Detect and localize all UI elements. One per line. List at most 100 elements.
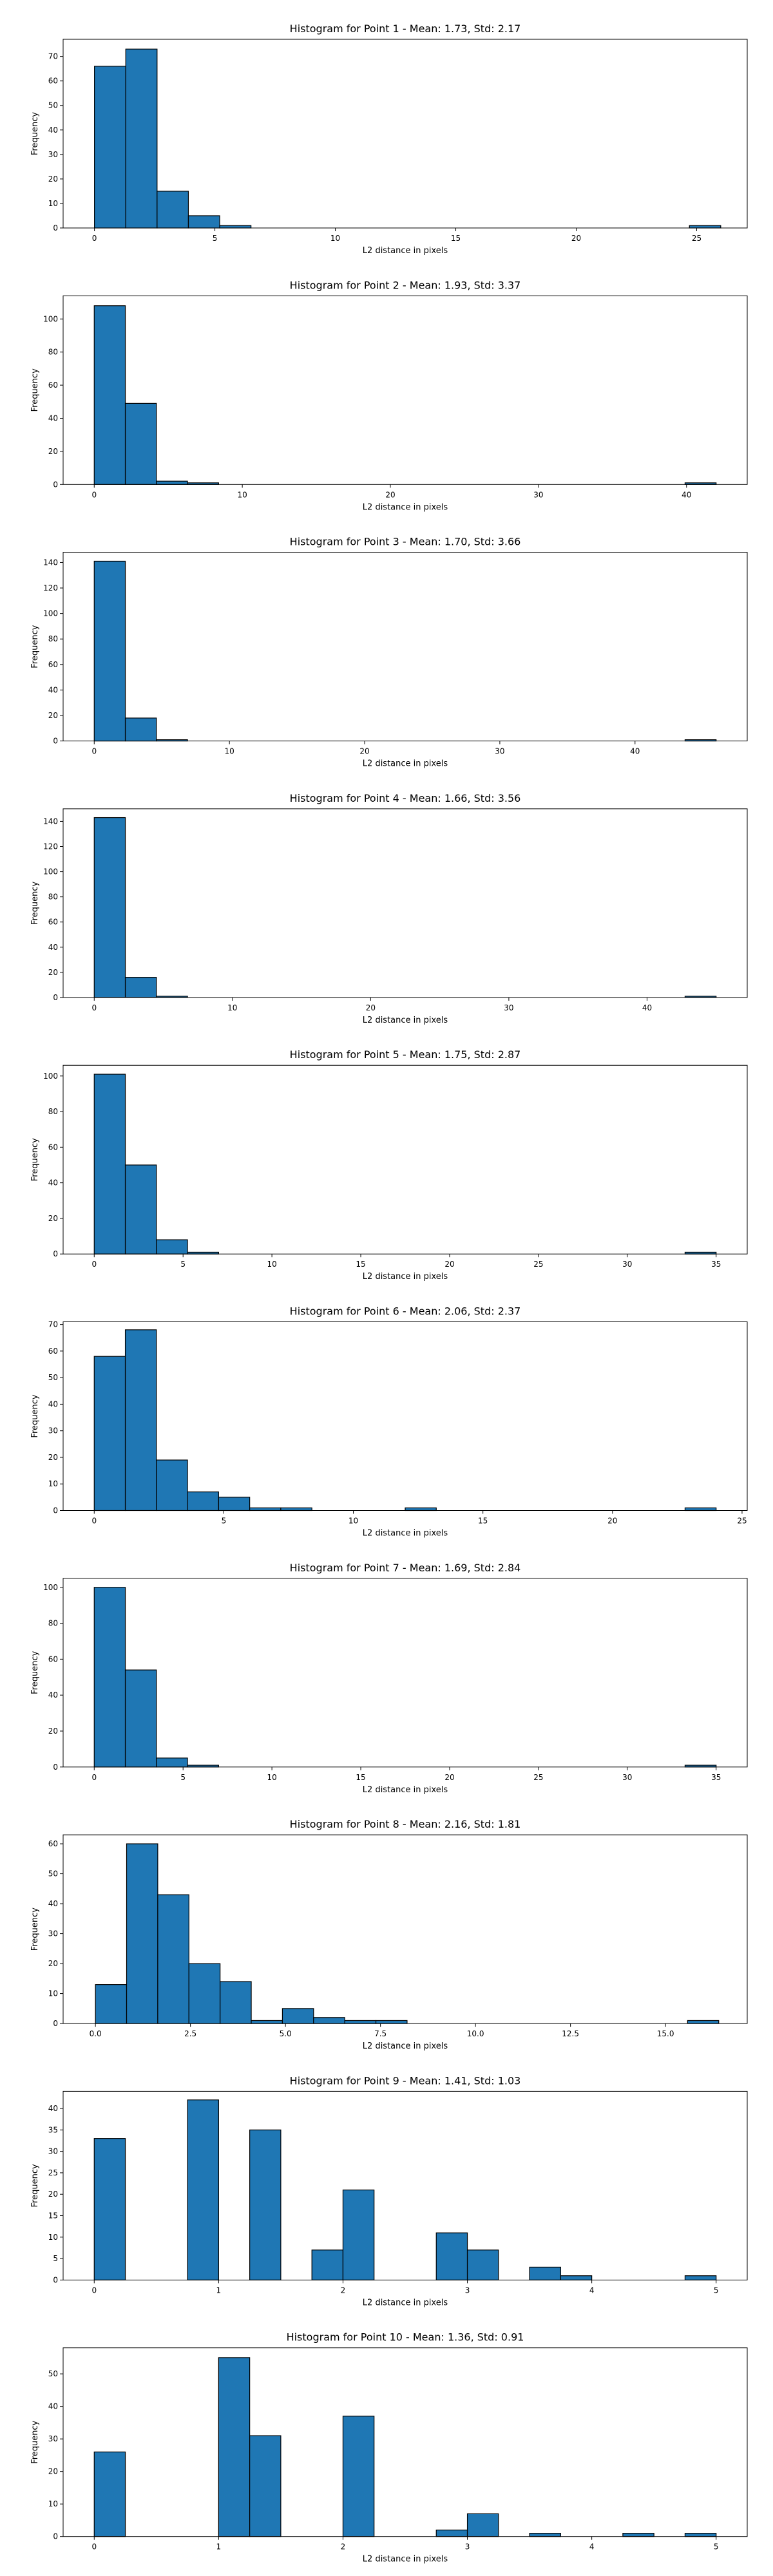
y-tick-label: 40	[48, 685, 58, 694]
y-tick-label: 10	[48, 2233, 58, 2242]
y-tick-label: 40	[48, 1899, 58, 1908]
y-tick-label: 80	[48, 1619, 58, 1628]
x-tick-label: 0	[91, 1003, 97, 1012]
histogram-bar	[156, 480, 188, 485]
x-tick-label: 40	[642, 1003, 652, 1012]
x-tick-label: 5	[222, 1517, 227, 1526]
y-tick-label: 70	[48, 1320, 58, 1329]
chart-title: Histogram for Point 8 - Mean: 2.16, Std:…	[290, 1818, 521, 1830]
chart-title: Histogram for Point 1 - Mean: 1.73, Std:…	[290, 23, 521, 35]
histogram-bar	[249, 2129, 282, 2281]
y-axis-label: Frequency	[30, 368, 40, 412]
x-axis-label: L2 distance in pixels	[363, 1272, 448, 1282]
y-tick-label: 60	[48, 77, 58, 86]
histogram-bar	[435, 2530, 468, 2537]
y-tick-label: 80	[48, 1107, 58, 1116]
y-axis-label: Frequency	[30, 2164, 40, 2207]
y-tick-label: 100	[43, 609, 58, 618]
x-tick-label: 0	[91, 1260, 97, 1269]
histogram-bar	[220, 1981, 252, 2024]
histogram-bar	[156, 1757, 188, 1768]
x-tick-label: 12.5	[562, 2029, 579, 2038]
histogram-bar	[156, 1239, 188, 1255]
histogram-panel-3: Histogram for Point 3 - Mean: 1.70, Std:…	[30, 536, 748, 769]
y-tick-label: 10	[48, 1479, 58, 1488]
y-axis-label: Frequency	[30, 1138, 40, 1181]
x-tick-label: 20	[607, 1517, 617, 1526]
x-tick-label: 15	[478, 1517, 488, 1526]
histogram-bar	[344, 2020, 377, 2024]
y-axis-label: Frequency	[30, 112, 40, 155]
histogram-panel-8: Histogram for Point 8 - Mean: 2.16, Std:…	[30, 1818, 748, 2051]
y-tick-label: 20	[48, 1727, 58, 1736]
y-tick-label: 0	[53, 993, 58, 1002]
histogram-bar	[684, 2275, 717, 2280]
x-tick-label: 5	[180, 1773, 186, 1782]
y-tick-label: 25	[48, 2168, 58, 2177]
histogram-bar	[219, 225, 252, 229]
x-tick-label: 15.0	[657, 2029, 674, 2038]
histogram-bar	[93, 817, 126, 998]
x-axis-label: L2 distance in pixels	[363, 246, 448, 256]
x-tick-label: 25	[533, 1260, 543, 1269]
histogram-bar	[187, 2099, 219, 2280]
x-tick-label: 40	[682, 490, 691, 499]
y-tick-label: 30	[48, 150, 58, 159]
histogram-bar	[529, 2533, 561, 2537]
x-axis-label: L2 distance in pixels	[363, 759, 448, 769]
chart-title: Histogram for Point 7 - Mean: 1.69, Std:…	[290, 1562, 521, 1574]
y-tick-label: 10	[48, 199, 58, 208]
y-tick-label: 20	[48, 2467, 58, 2476]
x-tick-label: 3	[465, 2286, 470, 2295]
histogram-bar	[218, 1497, 251, 1511]
y-tick-label: 60	[48, 381, 58, 390]
y-tick-label: 20	[48, 447, 58, 456]
y-tick-label: 0	[53, 1763, 58, 1772]
y-tick-label: 60	[48, 918, 58, 927]
x-axis-label: L2 distance in pixels	[363, 1016, 448, 1025]
x-tick-label: 15	[356, 1773, 365, 1782]
y-tick-label: 40	[48, 126, 58, 135]
histogram-bar	[684, 1507, 717, 1511]
plot-frame	[62, 1834, 748, 2024]
y-tick-label: 80	[48, 348, 58, 357]
plot-frame	[62, 2347, 748, 2537]
y-axis-label: Frequency	[30, 625, 40, 668]
y-tick-label: 80	[48, 634, 58, 643]
y-tick-label: 0	[53, 2019, 58, 2028]
y-tick-label: 50	[48, 2369, 58, 2378]
x-tick-label: 5	[213, 234, 218, 243]
x-tick-label: 10	[227, 1003, 237, 1012]
x-tick-label: 10	[238, 490, 247, 499]
x-tick-label: 30	[533, 490, 543, 499]
x-tick-label: 35	[711, 1773, 721, 1782]
histogram-bar	[93, 1074, 126, 1255]
y-tick-label: 40	[48, 2104, 58, 2113]
histogram-panel-1: Histogram for Point 1 - Mean: 1.73, Std:…	[30, 23, 748, 256]
y-tick-label: 60	[48, 1142, 58, 1151]
histogram-bar	[94, 66, 126, 229]
y-tick-label: 40	[48, 2402, 58, 2411]
x-tick-label: 20	[385, 490, 395, 499]
x-tick-label: 15	[356, 1260, 365, 1269]
histogram-bar	[435, 2232, 468, 2280]
chart-title: Histogram for Point 10 - Mean: 1.36, Std…	[287, 2331, 524, 2344]
histogram-bar	[93, 305, 126, 485]
x-tick-label: 25	[737, 1517, 747, 1526]
y-axis-label: Frequency	[30, 1394, 40, 1437]
chart-title: Histogram for Point 2 - Mean: 1.93, Std:…	[290, 279, 521, 291]
histogram-bar	[157, 1894, 189, 2024]
x-tick-label: 30	[495, 747, 504, 756]
y-tick-label: 50	[48, 1373, 58, 1382]
x-tick-label: 20	[444, 1773, 454, 1782]
histogram-bar	[93, 2138, 126, 2280]
x-tick-label: 4	[589, 2543, 595, 2552]
y-tick-label: 40	[48, 1399, 58, 1408]
x-axis-label: L2 distance in pixels	[363, 2041, 448, 2051]
plot-frame	[62, 39, 748, 229]
histogram-bar	[689, 225, 721, 229]
y-tick-label: 60	[48, 660, 58, 669]
y-tick-label: 20	[48, 711, 58, 720]
histogram-bar	[95, 1984, 128, 2024]
x-tick-label: 5.0	[280, 2029, 292, 2038]
